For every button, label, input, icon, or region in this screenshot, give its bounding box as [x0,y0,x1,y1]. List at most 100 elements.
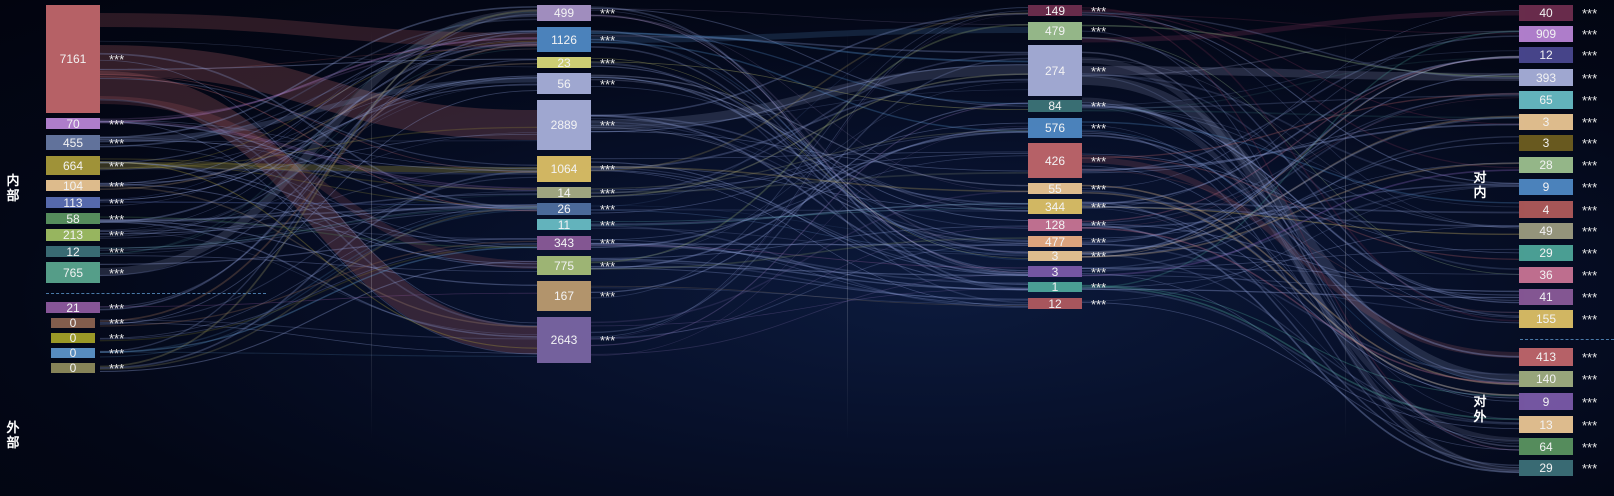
significance-marker: *** [600,202,616,217]
sankey-link [1081,190,1520,397]
sankey-link [1081,95,1520,109]
sankey-node[interactable]: 65 [1519,91,1573,109]
sankey-node[interactable]: 7161 [46,5,100,113]
node-value-label: 1064 [550,162,578,176]
side-label-to-external: 对外 [1473,395,1487,425]
sankey-node[interactable]: 12 [1519,47,1573,63]
sankey-node[interactable]: 499 [537,5,591,21]
sankey-node[interactable]: 9 [1519,179,1573,195]
sankey-link [1081,73,1520,270]
sankey-node[interactable]: 104 [46,179,100,193]
sankey-link [99,98,538,327]
sankey-node[interactable]: 343 [537,236,591,250]
sankey-node[interactable]: 0 [51,316,95,330]
sankey-node[interactable]: 28 [1519,157,1573,173]
sankey-node[interactable]: 55 [1028,182,1082,196]
sankey-link [590,12,1029,117]
sankey-node[interactable]: 13 [1519,416,1573,433]
sankey-node[interactable]: 576 [1028,118,1082,138]
sankey-node[interactable]: 149 [1028,4,1082,18]
sankey-link [99,132,538,232]
sankey-node[interactable]: 344 [1028,199,1082,214]
sankey-node[interactable]: 36 [1519,267,1573,283]
sankey-node[interactable]: 775 [537,256,591,275]
significance-marker: *** [1582,372,1598,387]
sankey-node[interactable]: 1064 [537,156,591,182]
sankey-node[interactable]: 56 [537,73,591,94]
sankey-node[interactable]: 40 [1519,5,1573,21]
sankey-link [590,122,1029,214]
sankey-node[interactable]: 664 [46,156,100,175]
sankey-link [1081,9,1520,125]
sankey-node[interactable]: 29 [1519,460,1573,476]
sankey-link [590,23,1029,264]
sankey-node[interactable]: 84 [1028,99,1082,113]
sankey-link [590,259,1029,301]
sankey-node[interactable]: 3 [1519,114,1573,130]
sankey-node[interactable]: 213 [46,228,100,242]
sankey-link [590,242,1029,291]
sankey-node[interactable]: 9 [1519,393,1573,410]
sankey-link [99,161,538,268]
sankey-node[interactable]: 1 [1028,280,1082,294]
sankey-node[interactable]: 64 [1519,438,1573,455]
sankey-node[interactable]: 23 [537,56,591,70]
sankey-node[interactable]: 479 [1028,22,1082,40]
significance-marker: *** [600,289,616,304]
sankey-node[interactable]: 0 [51,346,95,360]
sankey-link [1081,206,1520,227]
sankey-node[interactable]: 4 [1519,201,1573,218]
group-divider [1520,339,1614,340]
sankey-node[interactable]: 70 [46,117,100,131]
sankey-node[interactable]: 426 [1028,143,1082,178]
sankey-node[interactable]: 1126 [537,27,591,52]
sankey-node[interactable]: 49 [1519,223,1573,239]
sankey-node[interactable]: 393 [1519,69,1573,86]
sankey-node[interactable]: 14 [537,186,591,200]
sankey-link [1081,205,1520,399]
sankey-node[interactable]: 58 [46,212,100,226]
sankey-node[interactable]: 455 [46,135,100,150]
sankey-node[interactable]: 155 [1519,310,1573,328]
sankey-node[interactable]: 274 [1028,45,1082,96]
sankey-node[interactable]: 29 [1519,245,1573,261]
sankey-node[interactable]: 12 [1028,297,1082,311]
sankey-link [1081,75,1520,385]
sankey-node[interactable]: 3 [1519,135,1573,151]
sankey-node[interactable]: 3 [1028,265,1082,279]
sankey-link [99,44,538,308]
sankey-node[interactable]: 477 [1028,235,1082,249]
sankey-node[interactable]: 26 [537,202,591,216]
sankey-node[interactable]: 21 [46,301,100,315]
sankey-link [99,13,538,353]
sankey-node[interactable]: 765 [46,262,100,283]
sankey-link [1081,206,1520,235]
sankey-node[interactable]: 12 [46,245,100,259]
sankey-node[interactable]: 140 [1519,371,1573,387]
sankey-link [590,131,1029,197]
sankey-node[interactable]: 167 [537,281,591,311]
sankey-link [590,237,1029,270]
sankey-node[interactable]: 2643 [537,317,591,363]
sankey-node[interactable]: 2889 [537,100,591,150]
significance-marker: *** [1582,115,1598,130]
sankey-link [590,209,1029,254]
sankey-link [1081,57,1520,111]
sankey-node[interactable]: 113 [46,196,100,210]
node-value-label: 9 [1542,180,1550,194]
sankey-node[interactable]: 909 [1519,26,1573,42]
sankey-node[interactable]: 0 [51,331,95,345]
sankey-node[interactable]: 128 [1028,218,1082,232]
sankey-node[interactable]: 0 [51,361,95,375]
sankey-node[interactable]: 41 [1519,289,1573,305]
sankey-link [1081,37,1520,275]
sankey-node[interactable]: 11 [537,218,591,232]
sankey-link [99,77,538,171]
significance-marker: *** [1091,121,1107,136]
sankey-link [99,121,538,210]
node-value-label: 0 [69,331,77,345]
sankey-link [99,77,538,166]
sankey-node[interactable]: 3 [1028,249,1082,263]
sankey-node[interactable]: 413 [1519,348,1573,366]
